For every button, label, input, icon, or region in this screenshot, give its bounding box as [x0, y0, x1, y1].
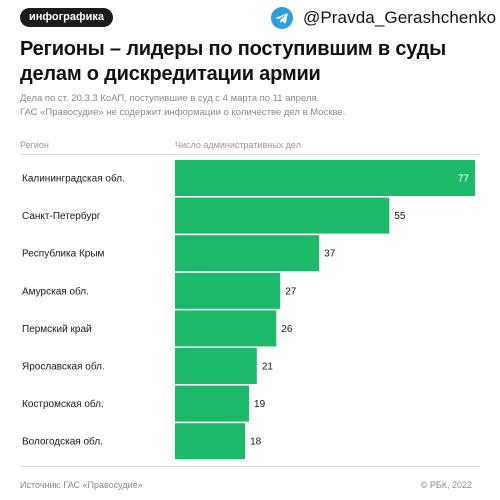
- value-label: 26: [281, 324, 293, 335]
- category-label: Санкт-Петербург: [22, 210, 101, 222]
- value-label: 21: [262, 362, 274, 373]
- bar: [175, 348, 257, 384]
- category-label: Костромская обл.: [22, 398, 104, 410]
- channel-handle-text: @Pravda_Gerashchenko: [303, 8, 497, 27]
- category-label: Вологодская обл.: [22, 436, 103, 448]
- bar: [175, 235, 320, 272]
- bar: [175, 310, 277, 347]
- value-column-header: Число административных дел: [175, 140, 301, 150]
- bar: [175, 385, 250, 422]
- value-label: 37: [324, 249, 336, 260]
- value-label: 19: [254, 399, 266, 410]
- category-label: Амурская обл.: [22, 285, 89, 297]
- footer-divider: [20, 466, 480, 467]
- copyright-note: © РБК, 2022: [420, 480, 472, 490]
- category-label: Республика Крым: [22, 248, 105, 260]
- bar: [175, 272, 281, 309]
- chart-subtitle: Дела по ст. 20.3.3 КоАП, поступившие в с…: [20, 92, 490, 120]
- subtitle-line-2: ГАС «Правосудие» не содержит информации …: [20, 107, 346, 118]
- category-label: Ярославская обл.: [22, 361, 105, 373]
- category-label: Калининградская обл.: [22, 173, 125, 185]
- source-note: Источник: ГАС «Правосудие»: [20, 480, 143, 490]
- value-label: 27: [285, 286, 297, 297]
- region-column-header: Регион: [20, 140, 49, 150]
- value-label: 18: [250, 437, 262, 448]
- telegram-icon: [271, 7, 293, 29]
- bar: [175, 197, 390, 234]
- bar: [175, 160, 475, 196]
- value-label: 77: [458, 174, 470, 185]
- bar: [175, 423, 246, 460]
- header-divider: [20, 154, 480, 155]
- chart-title: Регионы – лидеры по поступившим в суды д…: [20, 38, 447, 85]
- subtitle-line-1: Дела по ст. 20.3.3 КоАП, поступившие в с…: [20, 93, 320, 104]
- channel-handle[interactable]: @Pravda_Gerashchenko: [271, 5, 496, 31]
- value-label: 55: [394, 211, 406, 222]
- category-label: Пермский край: [22, 324, 92, 335]
- infographic-badge: инфографика: [20, 8, 114, 27]
